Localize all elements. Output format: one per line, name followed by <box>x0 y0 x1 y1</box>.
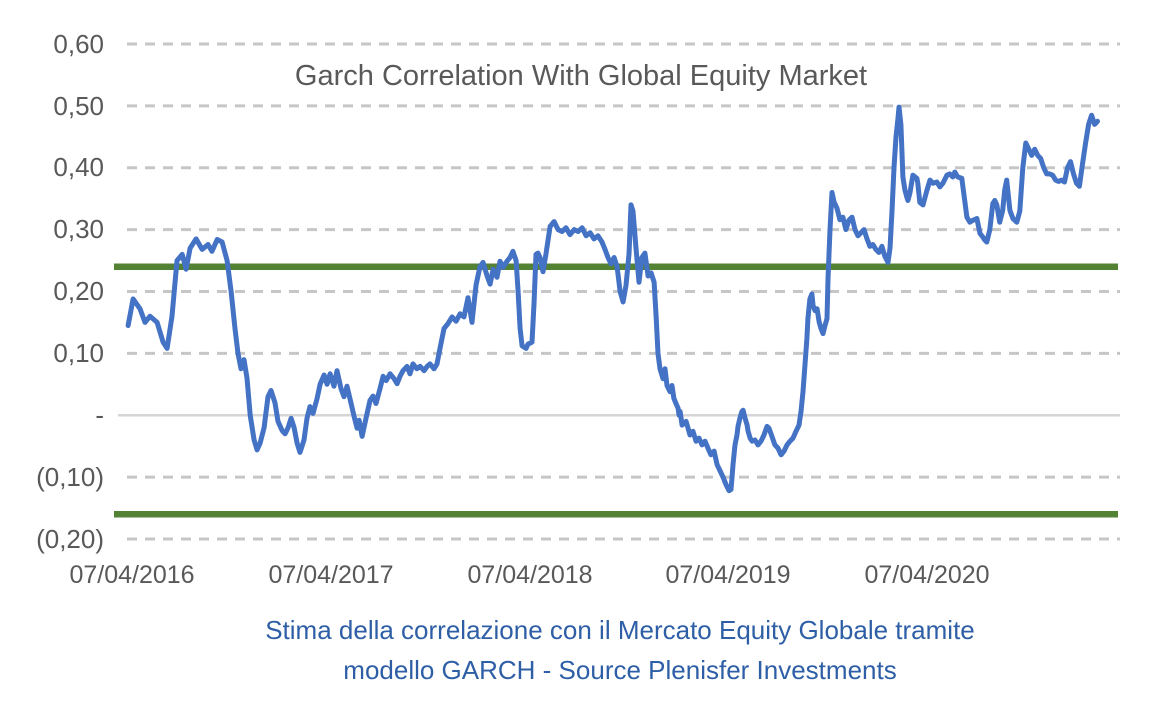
x-axis-label: 07/04/2020 <box>864 561 990 589</box>
x-axis-label: 07/04/2018 <box>467 561 593 589</box>
caption-line-1: Stima della correlazione con il Mercato … <box>265 615 975 645</box>
y-axis-label: (0,10) <box>36 462 104 492</box>
y-axis-label: 0,40 <box>53 152 104 182</box>
y-axis-label: - <box>95 400 104 430</box>
y-axis-label: 0,20 <box>53 276 104 306</box>
chart-caption: Stima della correlazione con il Mercato … <box>0 610 1162 690</box>
y-axis-label: 0,30 <box>53 214 104 244</box>
caption-line-2: modello GARCH - Source Plenisfer Investm… <box>343 655 897 685</box>
x-axis-label: 07/04/2017 <box>268 561 394 589</box>
x-axis-label: 07/04/2019 <box>665 561 791 589</box>
y-axis-label: 0,60 <box>53 29 104 59</box>
series-line-garch-correlation <box>125 104 1100 494</box>
y-axis-label: 0,50 <box>53 91 104 121</box>
chart-title: Garch Correlation With Global Equity Mar… <box>294 60 868 92</box>
y-axis-label: 0,10 <box>53 338 104 368</box>
y-axis-label: (0,20) <box>36 524 104 554</box>
x-axis-label: 07/04/2016 <box>69 561 195 589</box>
